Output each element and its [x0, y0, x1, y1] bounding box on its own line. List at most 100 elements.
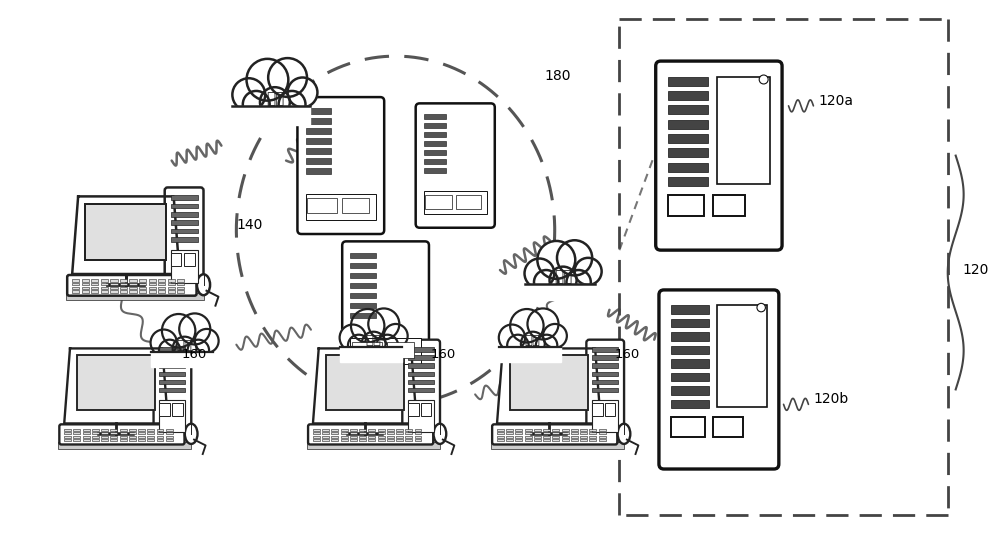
- Bar: [101, 436, 108, 438]
- Circle shape: [173, 337, 197, 361]
- Circle shape: [362, 332, 386, 356]
- Bar: [313, 436, 320, 438]
- Bar: [159, 371, 185, 376]
- Bar: [515, 432, 522, 434]
- Bar: [671, 400, 709, 408]
- FancyBboxPatch shape: [154, 340, 191, 438]
- Bar: [571, 436, 578, 438]
- Bar: [599, 428, 606, 431]
- Bar: [159, 364, 185, 368]
- Bar: [378, 439, 385, 441]
- Bar: [326, 355, 404, 410]
- Bar: [171, 195, 198, 200]
- Bar: [671, 417, 705, 437]
- Bar: [151, 351, 213, 366]
- Bar: [424, 141, 446, 146]
- Bar: [456, 195, 481, 208]
- Bar: [668, 195, 704, 217]
- Bar: [589, 428, 596, 431]
- Bar: [552, 439, 559, 441]
- Bar: [592, 388, 618, 392]
- Bar: [110, 432, 117, 434]
- Bar: [571, 439, 578, 441]
- FancyBboxPatch shape: [416, 103, 495, 228]
- Bar: [378, 436, 385, 438]
- Bar: [534, 432, 541, 434]
- Bar: [387, 342, 414, 358]
- Bar: [562, 436, 569, 438]
- Bar: [73, 428, 80, 431]
- Bar: [543, 432, 550, 434]
- Bar: [506, 439, 513, 441]
- Bar: [359, 432, 366, 434]
- Circle shape: [188, 340, 209, 361]
- Bar: [424, 150, 446, 155]
- Ellipse shape: [434, 424, 446, 444]
- Bar: [64, 439, 71, 441]
- Bar: [171, 253, 181, 266]
- Bar: [424, 123, 446, 128]
- Bar: [129, 439, 136, 441]
- Circle shape: [340, 324, 366, 351]
- Bar: [341, 432, 348, 434]
- Bar: [101, 279, 108, 282]
- Bar: [671, 305, 709, 313]
- Bar: [580, 439, 587, 441]
- Bar: [171, 250, 198, 283]
- Bar: [396, 432, 403, 434]
- Bar: [341, 436, 348, 438]
- Bar: [350, 436, 357, 438]
- Circle shape: [510, 309, 544, 343]
- Bar: [368, 432, 375, 434]
- Bar: [91, 283, 98, 285]
- Bar: [64, 436, 71, 438]
- Polygon shape: [72, 196, 180, 274]
- Bar: [72, 279, 79, 282]
- Bar: [387, 436, 394, 438]
- Bar: [147, 432, 154, 434]
- Bar: [405, 439, 412, 441]
- Bar: [168, 279, 175, 282]
- Bar: [120, 287, 127, 289]
- Bar: [387, 428, 394, 431]
- Bar: [571, 428, 578, 431]
- Bar: [73, 436, 80, 438]
- Bar: [64, 432, 71, 434]
- Bar: [307, 442, 440, 449]
- Circle shape: [543, 324, 567, 348]
- Bar: [306, 148, 331, 154]
- Polygon shape: [497, 349, 601, 424]
- Bar: [129, 290, 137, 293]
- Bar: [110, 436, 117, 438]
- Bar: [306, 108, 331, 114]
- Bar: [599, 432, 606, 434]
- Bar: [599, 439, 606, 441]
- Bar: [350, 302, 376, 309]
- Bar: [72, 290, 79, 293]
- Bar: [415, 439, 421, 441]
- Bar: [101, 287, 108, 289]
- Bar: [671, 373, 709, 381]
- Bar: [177, 287, 184, 289]
- Text: 网络: 网络: [266, 91, 284, 106]
- Bar: [92, 436, 99, 438]
- Bar: [534, 436, 541, 438]
- Bar: [562, 439, 569, 441]
- Bar: [359, 439, 366, 441]
- Bar: [306, 168, 331, 174]
- Polygon shape: [313, 349, 417, 424]
- Bar: [405, 436, 412, 438]
- Bar: [110, 428, 117, 431]
- Bar: [589, 436, 596, 438]
- Bar: [157, 428, 163, 431]
- Text: 160: 160: [614, 348, 640, 361]
- Bar: [171, 204, 198, 208]
- Bar: [147, 436, 154, 438]
- Bar: [562, 432, 569, 434]
- Bar: [83, 436, 90, 438]
- Bar: [571, 432, 578, 434]
- Bar: [415, 432, 421, 434]
- Bar: [129, 428, 136, 431]
- Bar: [331, 428, 338, 431]
- Circle shape: [159, 340, 180, 361]
